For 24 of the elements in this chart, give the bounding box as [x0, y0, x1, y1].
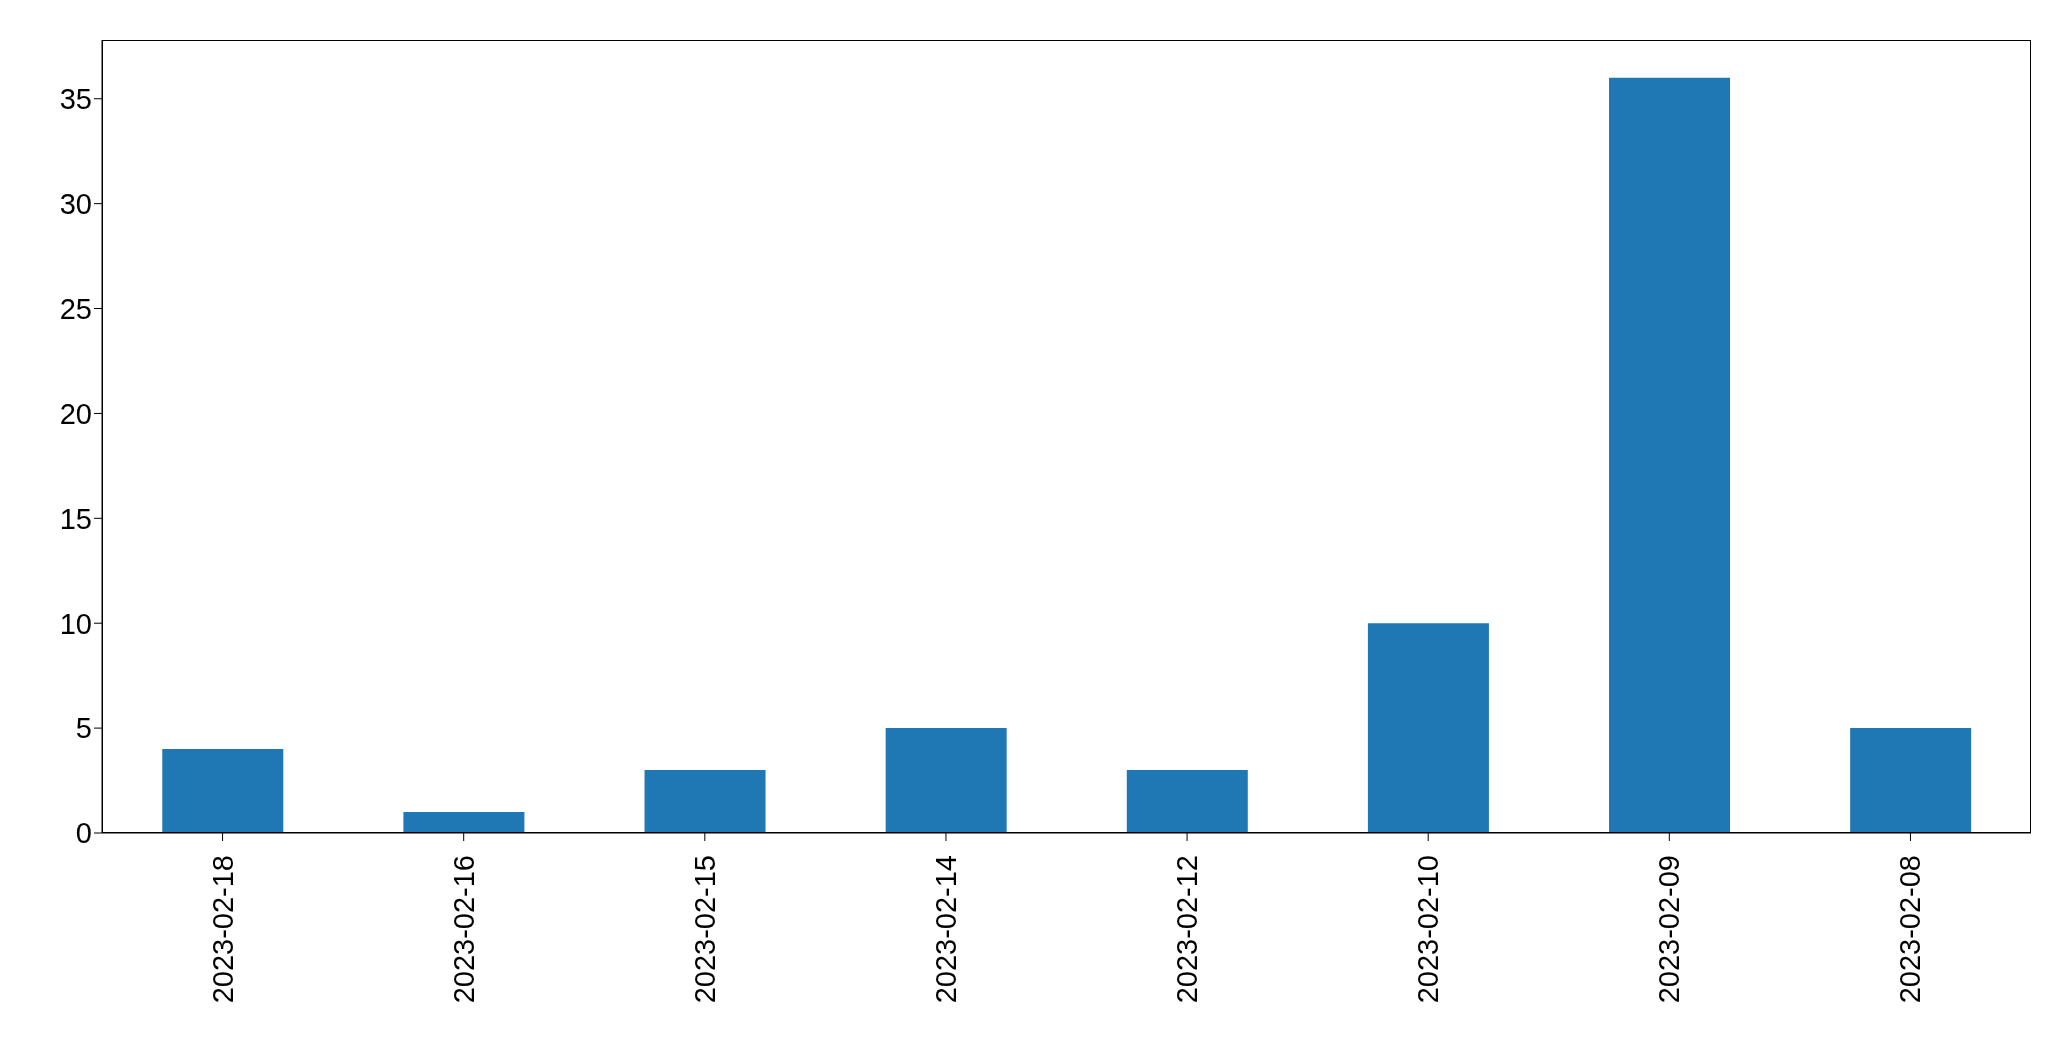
bar	[1850, 728, 1972, 833]
x-tick-label: 2023-02-12	[1171, 855, 1204, 1004]
bar	[644, 770, 766, 833]
x-tick-label: 2023-02-15	[688, 855, 721, 1004]
x-tick-label: 2023-02-10	[1412, 855, 1445, 1004]
bar	[403, 812, 525, 833]
bar	[1609, 77, 1731, 833]
y-tick-label: 35	[59, 83, 92, 116]
x-tick-label: 2023-02-18	[206, 855, 239, 1004]
y-tick-label: 25	[59, 292, 92, 325]
bar	[1126, 770, 1248, 833]
y-tick-label: 5	[75, 712, 92, 745]
y-tick-label: 10	[59, 607, 92, 640]
y-tick-label: 20	[59, 397, 92, 430]
x-tick-label: 2023-02-16	[447, 855, 480, 1004]
bar	[1367, 623, 1489, 833]
bar	[885, 728, 1007, 833]
x-tick-label: 2023-02-08	[1894, 855, 1927, 1004]
x-tick-label: 2023-02-14	[929, 855, 962, 1004]
bar	[162, 749, 284, 833]
x-tick-label: 2023-02-09	[1653, 855, 1686, 1004]
y-tick-label: 30	[59, 187, 92, 220]
y-tick-label: 15	[59, 502, 92, 535]
y-tick-label: 0	[75, 817, 92, 850]
